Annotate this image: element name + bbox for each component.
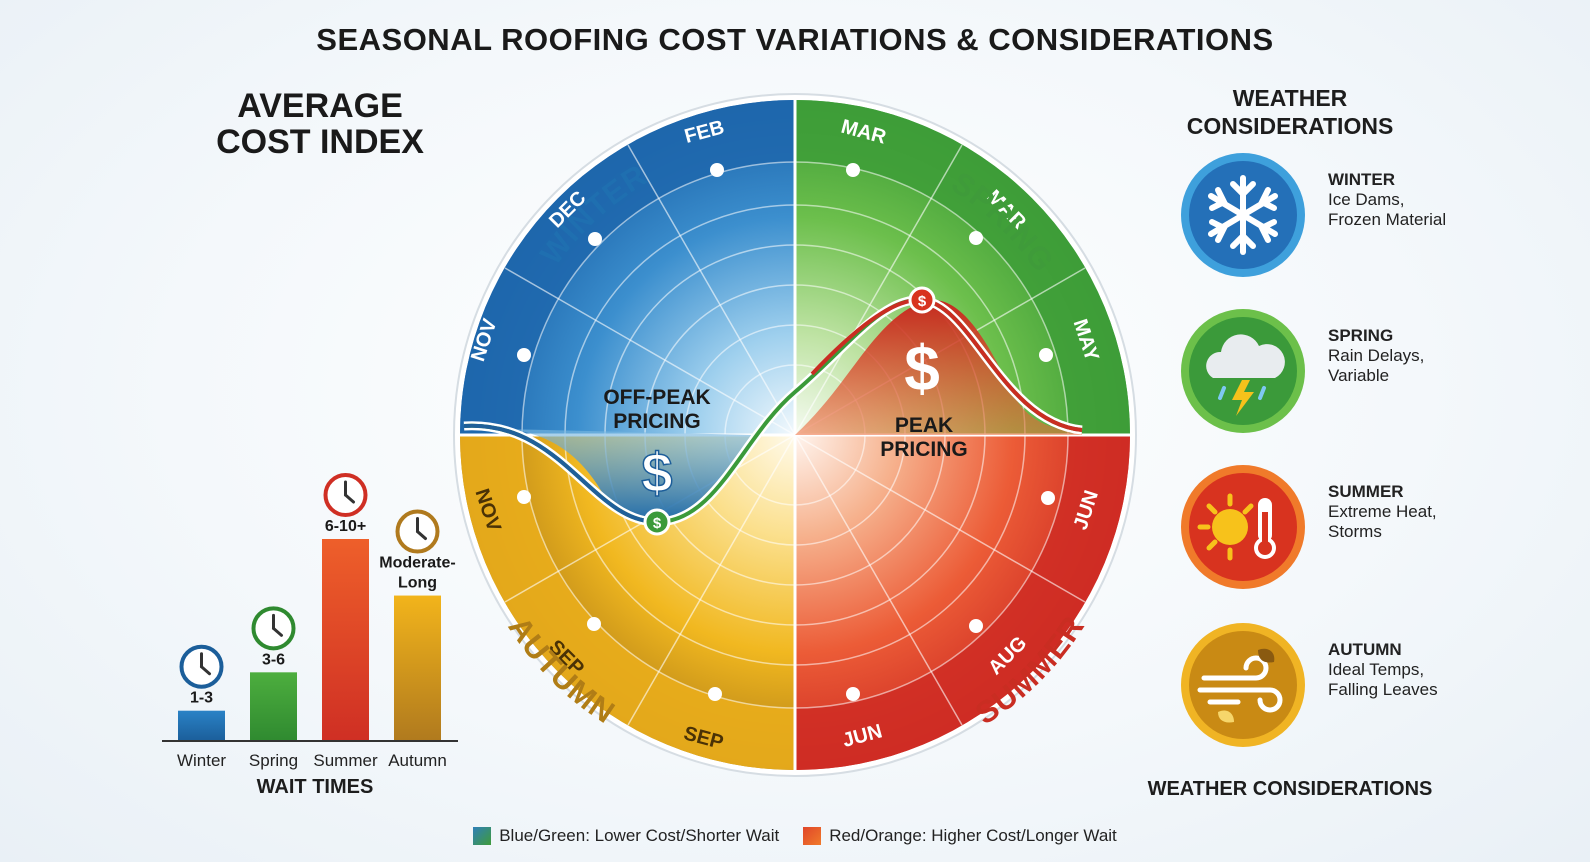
- wait-bar-label-winter: 1-3: [190, 690, 213, 707]
- weather-desc-winter: Ice Dams, Frozen Material: [1328, 190, 1447, 229]
- weather-season-summer: SUMMER: [1328, 482, 1404, 501]
- weather-footer: WEATHER CONSIDERATIONS: [1147, 778, 1433, 800]
- wait-axis-label-summer: Summer: [313, 751, 378, 770]
- legend-item-warm: Red/Orange: Higher Cost/Longer Wait: [803, 826, 1117, 846]
- weather-text-winter: WINTER Ice Dams, Frozen Material: [1328, 170, 1446, 230]
- weather-title-line2: CONSIDERATIONS: [1186, 113, 1394, 139]
- wind-leaves-icon: [1181, 623, 1305, 747]
- legend-swatch-warm: [803, 827, 822, 845]
- autumn-quadrant: [460, 435, 795, 770]
- spring-band: [795, 100, 1130, 435]
- weather-desc-summer: Extreme Heat, Storms: [1328, 502, 1437, 541]
- legend-item-cool: Blue/Green: Lower Cost/Shorter Wait: [473, 826, 779, 846]
- summer-band: [795, 435, 1130, 770]
- weather-text-spring: SPRING Rain Delays, Variable: [1328, 326, 1424, 386]
- winter-band: [460, 100, 795, 435]
- weather-title-line1: WEATHER: [1232, 85, 1348, 111]
- weather-item-winter: WINTER Ice Dams, Frozen Material: [1178, 150, 1538, 280]
- off-peak-fill: [464, 427, 752, 523]
- snowflake-icon: [1181, 153, 1305, 277]
- valley-marker-symbol: $: [653, 515, 662, 532]
- off-peak-label-line1: OFF-PEAK: [603, 386, 710, 409]
- cost-index-title: AVERAGE COST INDEX: [175, 88, 465, 160]
- clock-icon: [251, 606, 296, 651]
- weather-season-spring: SPRING: [1328, 326, 1394, 345]
- seasonal-cost-wheel: NOV DEC FEB MAR MAR MAY JUN AUG JUN SEP …: [453, 93, 1137, 777]
- storm-cloud-icon: [1181, 309, 1305, 433]
- wait-times-chart: 1-3 Winter 3-6 Spring 6-10+ Summer Moderate- Lo…: [162, 473, 458, 770]
- clock-icon: [179, 644, 224, 689]
- autumn-band: [460, 435, 795, 770]
- sun-thermometer-icon: [1181, 465, 1305, 589]
- wait-bar-label-spring: 3-6: [262, 651, 285, 668]
- peak-hill-fill: [795, 300, 1082, 435]
- month-dots: [517, 163, 1055, 701]
- off-peak-dollar-icon: $: [641, 441, 672, 504]
- wait-bar-label-autumn-0: Moderate-: [379, 555, 455, 572]
- wait-bar-label-autumn-1: Long: [398, 575, 437, 592]
- wait-bar-label-summer: 6-10+: [325, 518, 366, 535]
- clock-icon: [395, 509, 440, 554]
- weather-item-autumn: AUTUMN Ideal Temps, Falling Leaves: [1178, 620, 1538, 750]
- weather-item-spring: SPRING Rain Delays, Variable: [1178, 306, 1538, 436]
- peak-label-line2: PRICING: [880, 438, 968, 461]
- wait-bar-summer: [322, 539, 369, 741]
- wait-axis-label-winter: Winter: [177, 751, 226, 770]
- wait-bar-spring: [250, 672, 297, 741]
- peak-label-line1: PEAK: [895, 414, 953, 437]
- wait-bar-winter: [178, 710, 225, 741]
- weather-desc-spring: Rain Delays, Variable: [1328, 346, 1425, 385]
- valley-marker: $: [643, 508, 671, 536]
- wait-bar-autumn: [394, 595, 441, 741]
- weather-season-winter: WINTER: [1328, 170, 1396, 189]
- peak-marker: $: [908, 286, 936, 314]
- legend-label-warm: Red/Orange: Higher Cost/Longer Wait: [829, 826, 1117, 845]
- weather-item-summer: SUMMER Extreme Heat, Storms: [1178, 462, 1538, 592]
- cost-curve-valley-segment: [463, 423, 658, 524]
- summer-quadrant: [795, 435, 1130, 770]
- weather-text-autumn: AUTUMN Ideal Temps, Falling Leaves: [1328, 640, 1438, 700]
- weather-season-autumn: AUTUMN: [1328, 640, 1402, 659]
- legend: Blue/Green: Lower Cost/Shorter Wait Red/…: [0, 826, 1590, 846]
- wait-axis-label-autumn: Autumn: [388, 751, 447, 770]
- peak-marker-symbol: $: [918, 293, 927, 310]
- clock-icon: [323, 473, 368, 517]
- wait-times-title: WAIT TIMES: [256, 776, 374, 798]
- weather-title: WEATHER CONSIDERATIONS: [1140, 84, 1440, 140]
- cost-index-title-line2: COST INDEX: [216, 123, 424, 161]
- winter-quadrant: [460, 100, 795, 435]
- legend-label-cool: Blue/Green: Lower Cost/Shorter Wait: [499, 826, 780, 845]
- wait-axis-label-spring: Spring: [249, 751, 298, 770]
- page-title: SEASONAL ROOFING COST VARIATIONS & CONSI…: [316, 22, 1274, 57]
- weather-text-summer: SUMMER Extreme Heat, Storms: [1328, 482, 1437, 542]
- off-peak-label-line2: PRICING: [613, 410, 701, 433]
- cost-index-title-line1: AVERAGE: [237, 87, 403, 125]
- peak-dollar-icon: $: [904, 332, 940, 404]
- legend-swatch-cool: [473, 827, 492, 845]
- weather-desc-autumn: Ideal Temps, Falling Leaves: [1328, 660, 1438, 699]
